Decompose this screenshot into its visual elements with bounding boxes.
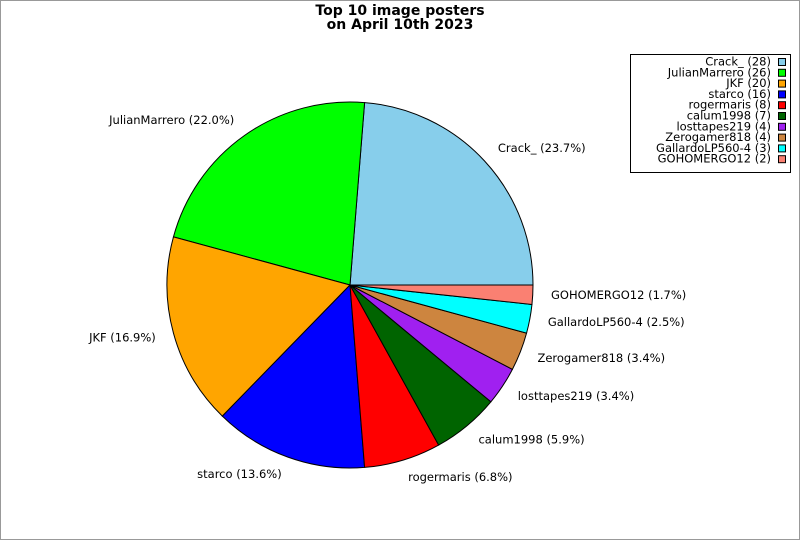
slice-label: losttapes219 (3.4%) [518, 389, 634, 403]
legend-swatch [778, 144, 786, 153]
legend-label: JulianMarrero (26) [667, 65, 771, 79]
legend-label: Zerogamer818 (4) [665, 130, 771, 144]
legend-swatch [778, 58, 786, 66]
slice-label: rogermaris (6.8%) [408, 470, 512, 484]
legend-label: losttapes219 (4) [676, 119, 771, 133]
chart-subtitle: on April 10th 2023 [327, 17, 474, 33]
slice-label: JulianMarrero (22.0%) [108, 113, 234, 127]
legend-label: JKF (20) [725, 76, 771, 90]
pie-slice [172, 101, 366, 286]
slice-label: JKF (16.9%) [88, 330, 156, 344]
legend-swatch [778, 90, 786, 99]
legend-swatch [778, 112, 786, 120]
pie-slice [349, 102, 534, 286]
legend-label: GallardoLP560-4 (3) [656, 141, 771, 155]
slice-label: calum1998 (5.9%) [478, 432, 584, 446]
legend-swatch [778, 101, 786, 110]
legend-swatch [778, 155, 786, 164]
legend-label: Crack_ (28) [705, 55, 771, 69]
legend-box [630, 54, 791, 173]
legend-swatch [778, 122, 786, 131]
slice-label: Crack_ (23.7%) [498, 141, 586, 155]
legend-swatch [778, 133, 786, 142]
pie-slice [221, 283, 366, 469]
slice-label: starco (13.6%) [197, 467, 282, 481]
legend-label: calum1998 (7) [687, 109, 771, 123]
slice-label: GOHOMERGO12 (1.7%) [551, 288, 686, 302]
legend-label: GOHOMERGO12 (2) [658, 152, 771, 166]
legend-swatch [778, 68, 786, 77]
legend-swatch [778, 79, 786, 88]
legend-label: rogermaris (8) [688, 98, 771, 112]
slice-label: GallardoLP560-4 (2.5%) [548, 315, 685, 329]
slice-label: Zerogamer818 (3.4%) [537, 351, 665, 365]
chart-title: Top 10 image posters [315, 3, 484, 19]
pie-slice [349, 284, 534, 306]
legend-label: starco (16) [708, 87, 771, 101]
pie-slice [166, 236, 351, 417]
